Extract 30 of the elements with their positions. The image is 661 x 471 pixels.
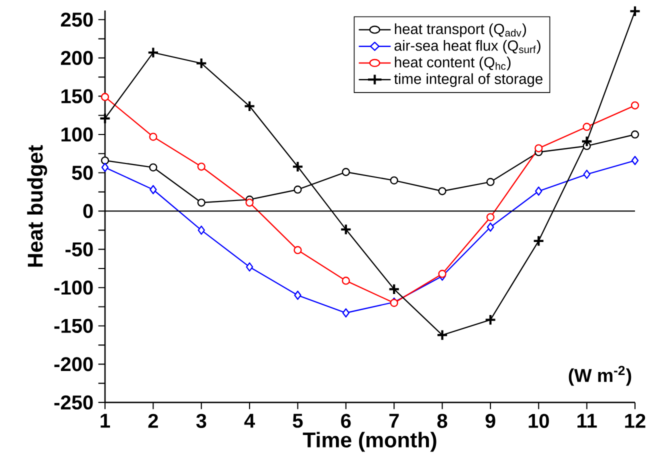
x-tick-label: 11	[578, 414, 597, 428]
x-tick-label: 10	[528, 414, 549, 428]
y-tick-label: 250	[60, 12, 93, 27]
legend-label: heat transport (Q$_{adv}$)	[394, 23, 526, 38]
x-tick-label: 12	[625, 414, 646, 428]
x-tick-label: 4	[244, 414, 256, 428]
y-tick-label: -250	[54, 395, 93, 410]
y-tick-label: 50	[72, 166, 93, 180]
x-tick-label: 1	[100, 414, 110, 428]
x-tick-label: 5	[292, 414, 303, 428]
y-tick-label: -50	[65, 242, 93, 256]
x-tick-label: 9	[486, 414, 496, 428]
legend-label: air-sea heat flux (Q$_{surf}$)	[394, 40, 540, 54]
y-tick-label: 0	[83, 204, 93, 218]
y-tick-label: -200	[54, 357, 93, 372]
x-tick-label: 6	[341, 414, 351, 428]
x-tick-label: 2	[148, 414, 158, 428]
x-tick-label: 8	[437, 414, 448, 428]
x-axis-title: Time (month)	[302, 432, 436, 452]
legend-label: time integral of storage	[394, 73, 542, 87]
annotation: (W m$^{-2}$)	[568, 366, 632, 386]
legend-label: heat content (Q$_{hc}$)	[394, 56, 511, 70]
y-axis-title: Heat budget	[27, 145, 48, 267]
y-tick-label: 150	[62, 89, 93, 104]
x-tick-label: 3	[196, 414, 206, 428]
y-tick-label: -150	[54, 318, 93, 333]
y-tick-label: 200	[60, 50, 93, 65]
y-tick-label: 100	[62, 127, 93, 142]
y-tick-label: -100	[54, 280, 93, 295]
x-tick-label: 7	[389, 414, 399, 428]
